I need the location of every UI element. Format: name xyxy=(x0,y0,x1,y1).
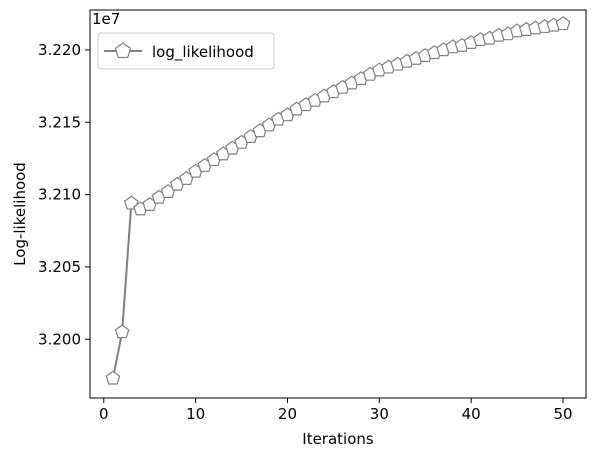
plot-area xyxy=(90,10,586,398)
data-point xyxy=(555,16,571,31)
data-point xyxy=(114,324,130,339)
legend-label: log_likelihood xyxy=(152,43,254,62)
y-tick-label: 3.210 xyxy=(38,186,81,204)
x-axis-label: Iterations xyxy=(302,430,374,448)
legend-box xyxy=(97,32,275,70)
y-axis: 3.200 3.205 3.210 3.215 3.220 xyxy=(38,41,90,348)
y-tick-label: 3.205 xyxy=(38,258,81,276)
y-axis-label: Log-likelihood xyxy=(11,162,29,266)
plot-frame xyxy=(89,9,587,399)
x-tick-label: 40 xyxy=(462,405,481,423)
x-axis: 0 10 20 30 40 50 xyxy=(99,398,573,423)
legend: log_likelihood xyxy=(97,32,275,70)
x-tick-label: 0 xyxy=(99,405,109,423)
x-tick-label: 50 xyxy=(553,405,572,423)
x-tick-label: 30 xyxy=(370,405,389,423)
y-tick-label: 3.215 xyxy=(38,113,81,131)
data-point xyxy=(105,370,121,385)
y-tick-label: 3.220 xyxy=(38,41,81,59)
x-tick-label: 20 xyxy=(278,405,297,423)
y-tick-label: 3.200 xyxy=(38,330,81,348)
series-layer xyxy=(105,16,571,385)
y-offset-label: 1e7 xyxy=(92,10,120,28)
x-tick-label: 10 xyxy=(186,405,205,423)
legend-pentagon-marker-icon xyxy=(114,42,132,59)
